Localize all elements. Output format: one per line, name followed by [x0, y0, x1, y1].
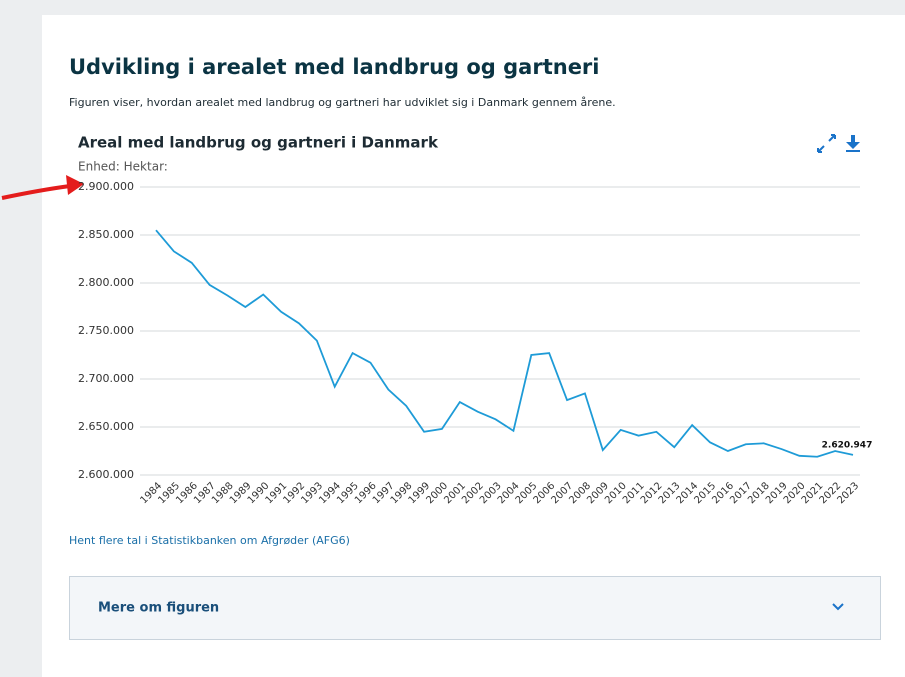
accordion[interactable] — [69, 576, 881, 640]
line — [155, 229, 854, 458]
heading: Udvikling i arealet med landbrug og gart… — [69, 55, 600, 79]
y-tick-label: 2.700.000 — [78, 372, 134, 385]
y-tick-label: 2.850.000 — [78, 228, 134, 241]
y-tick-label: 2.750.000 — [78, 324, 134, 337]
chart-title: Areal med landbrug og gartneri i Danmark — [78, 134, 439, 152]
intro: Figuren viser, hvordan arealet med landb… — [69, 96, 616, 109]
link[interactable]: Hent flere tal i Statistikbanken om Afgr… — [69, 534, 350, 547]
download-icon[interactable] — [846, 135, 860, 152]
expand-icon[interactable] — [817, 134, 836, 153]
y-tick-label: 2.800.000 — [78, 276, 134, 289]
chevron — [832, 603, 844, 611]
card — [42, 15, 905, 677]
y-tick-label: 2.900.000 — [78, 180, 134, 193]
annotation-arrow — [1, 175, 84, 200]
y-tick-label: 2.650.000 — [78, 420, 134, 433]
value-label: 2.620.947 — [822, 440, 873, 450]
chart-subtitle: Enhed: Hektar: — [78, 160, 168, 174]
y-tick-label: 2.600.000 — [78, 468, 134, 481]
accordion-label: Mere om figuren — [98, 601, 219, 616]
